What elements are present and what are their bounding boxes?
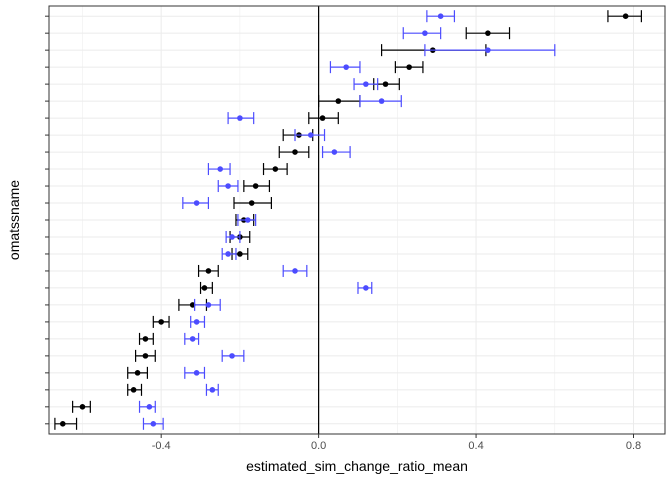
estimate-point bbox=[272, 166, 279, 172]
errorbar-point-black bbox=[262, 163, 288, 176]
x-axis-title: estimated_sim_change_ratio_mean bbox=[246, 458, 468, 474]
estimate-point bbox=[189, 336, 196, 342]
estimate-point bbox=[437, 13, 444, 19]
errorbar-point-blue bbox=[221, 247, 237, 260]
estimate-point bbox=[158, 319, 164, 325]
estimate-point bbox=[134, 370, 141, 376]
estimate-point bbox=[319, 115, 326, 121]
errorbar-point-black bbox=[127, 383, 143, 396]
errorbar-point-blue bbox=[353, 78, 379, 91]
estimate-point bbox=[252, 183, 259, 189]
estimate-point bbox=[292, 149, 298, 155]
estimate-point bbox=[150, 421, 157, 427]
x-tick-label: -0.4 bbox=[152, 440, 171, 452]
axes: -0.4 0.0 0.4 0.8 bbox=[45, 15, 641, 452]
errorbar-point-blue bbox=[217, 180, 239, 193]
estimate-point bbox=[193, 319, 200, 325]
x-tick-label: 0.8 bbox=[626, 440, 641, 452]
x-tick-label: 0.4 bbox=[468, 440, 483, 452]
estimate-point bbox=[79, 404, 86, 410]
estimate-point bbox=[193, 370, 200, 376]
errorbar-point-blue bbox=[424, 44, 556, 57]
estimate-point bbox=[292, 268, 298, 274]
errorbar-point-black bbox=[231, 247, 249, 260]
y-axis-title: omatssname bbox=[6, 180, 22, 260]
errorbar-point-blue bbox=[194, 298, 221, 311]
errorbar-point-blue bbox=[359, 95, 402, 108]
estimate-point bbox=[237, 115, 243, 121]
estimate-point bbox=[378, 98, 385, 104]
errorbar-point-black bbox=[243, 180, 271, 193]
estimate-point bbox=[248, 200, 255, 206]
errorbar-point-black bbox=[278, 146, 310, 159]
estimate-point bbox=[130, 387, 137, 393]
errorbar-point-blue bbox=[190, 315, 206, 328]
errorbar-point-black bbox=[308, 112, 339, 125]
errorbar-point-blue bbox=[184, 366, 206, 379]
estimate-point bbox=[363, 81, 369, 87]
estimate-point bbox=[217, 166, 224, 172]
estimate-point bbox=[209, 387, 216, 393]
errorbar-point-blue bbox=[426, 10, 456, 23]
estimate-point bbox=[146, 404, 153, 410]
estimate-point bbox=[142, 353, 149, 359]
errorbar-point-black bbox=[607, 10, 642, 23]
estimate-point bbox=[331, 149, 338, 155]
errorbar-point-blue bbox=[207, 163, 231, 176]
estimate-point bbox=[225, 183, 231, 189]
errorbar-point-black bbox=[233, 197, 272, 210]
errorbar-point-black bbox=[394, 61, 424, 74]
errorbar-point-black bbox=[152, 315, 170, 328]
estimate-point bbox=[307, 132, 314, 138]
estimate-point bbox=[229, 353, 235, 359]
estimate-point bbox=[201, 285, 208, 291]
errorbar-point-black bbox=[197, 264, 219, 277]
estimate-point bbox=[382, 81, 389, 87]
estimate-point bbox=[622, 13, 629, 19]
errorbar-point-blue bbox=[402, 27, 442, 40]
estimate-point bbox=[244, 217, 251, 223]
estimate-point bbox=[205, 302, 212, 308]
estimate-point bbox=[335, 98, 342, 104]
estimate-point bbox=[205, 268, 212, 274]
errorbar-point-black bbox=[465, 27, 511, 40]
errorbar-point-blue bbox=[282, 264, 308, 277]
errorbar-point-black bbox=[54, 417, 78, 430]
estimate-point bbox=[363, 285, 369, 291]
errorbar-point-black bbox=[127, 366, 149, 379]
errorbar-point-blue bbox=[321, 146, 351, 159]
errorbar-point-blue bbox=[329, 61, 361, 74]
estimate-point bbox=[142, 336, 149, 342]
estimate-point bbox=[59, 421, 66, 427]
estimate-point bbox=[343, 64, 349, 70]
errorbar-point-blue bbox=[357, 281, 373, 294]
data-marks bbox=[54, 10, 642, 430]
estimate-point bbox=[225, 251, 231, 257]
estimate-point bbox=[422, 30, 428, 36]
errorbar-point-blue bbox=[142, 417, 164, 430]
errorbar-point-blue bbox=[237, 214, 257, 226]
errorbar-point-blue bbox=[294, 129, 326, 142]
errorbar-point-blue bbox=[227, 112, 255, 125]
errorbar-point-black bbox=[138, 332, 154, 345]
estimate-point bbox=[406, 64, 412, 70]
errorbar-point-blue bbox=[221, 349, 245, 362]
estimate-point bbox=[229, 234, 235, 240]
x-tick-label: 0.0 bbox=[311, 440, 326, 452]
errorbar-point-blue bbox=[138, 400, 156, 413]
errorbar-point-blue bbox=[205, 383, 219, 396]
estimate-point bbox=[485, 30, 491, 36]
estimate-point bbox=[237, 251, 243, 257]
estimate-point bbox=[193, 200, 200, 206]
errorbar-point-black bbox=[134, 349, 156, 362]
errorbar-point-blue bbox=[182, 197, 210, 210]
estimate-point bbox=[485, 47, 491, 53]
errorbar-point-blue bbox=[225, 230, 241, 243]
errorbar-point-black bbox=[72, 400, 91, 413]
errorbar-point-black bbox=[199, 281, 213, 294]
errorbar-point-blue bbox=[184, 332, 200, 345]
